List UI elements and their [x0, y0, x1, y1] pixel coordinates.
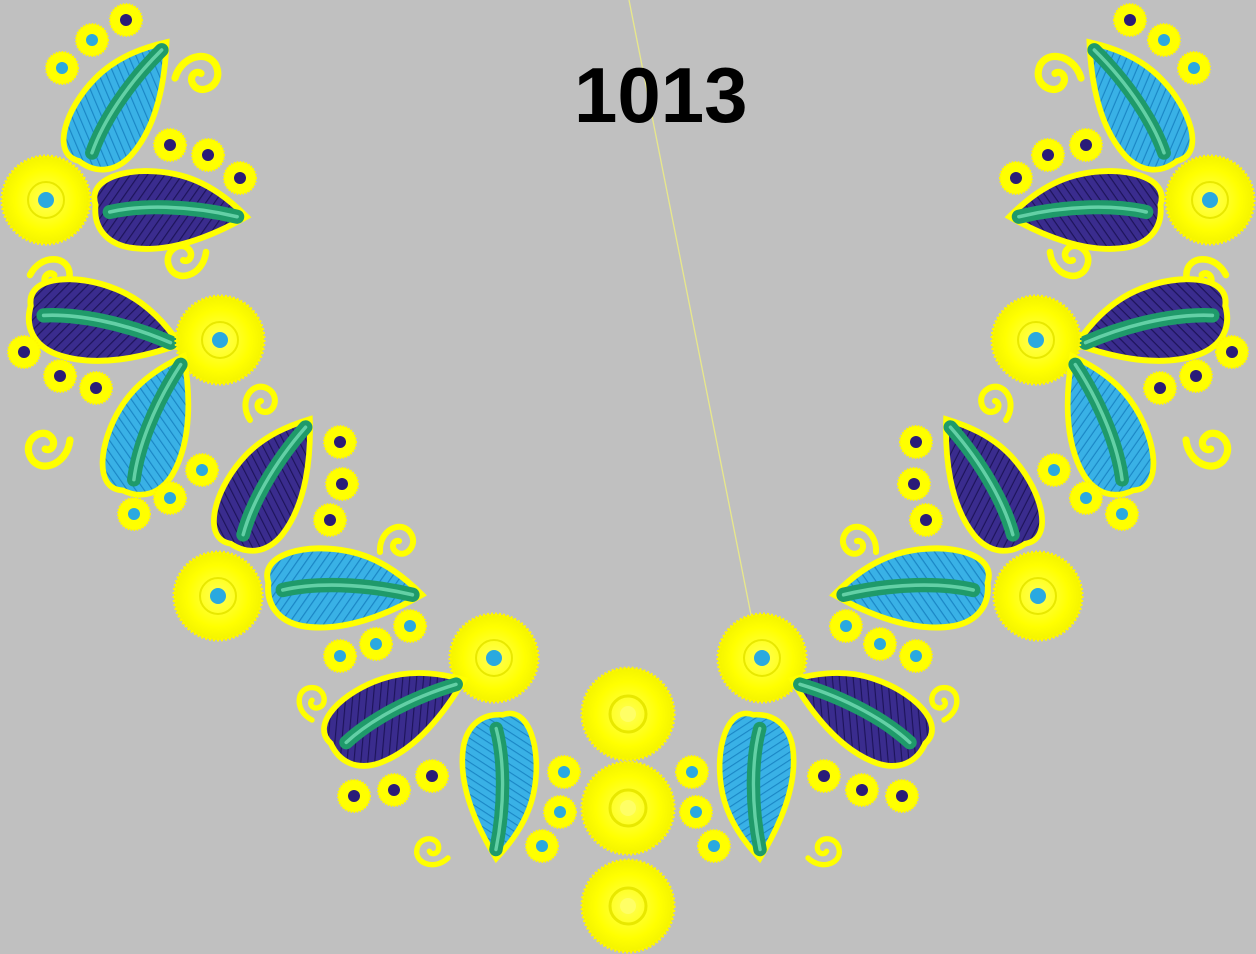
small-dot-motif — [845, 773, 879, 807]
guide-line — [628, 0, 757, 641]
small-dot-motif — [1069, 128, 1103, 162]
swirl-motif — [804, 835, 843, 870]
small-dot-motif — [1069, 481, 1103, 515]
swirl-motif — [1036, 54, 1084, 94]
small-dot-motif — [1179, 359, 1213, 393]
design-number-label: 1013 — [574, 51, 748, 139]
small-dot-motif — [999, 161, 1033, 195]
small-dot-motif — [323, 639, 357, 673]
yellow-flower-motif — [448, 612, 540, 704]
swirl-motif — [238, 382, 280, 427]
swirl-motif — [24, 425, 76, 471]
yellow-flower-motif — [580, 760, 676, 856]
swirl-motif — [932, 688, 957, 720]
paisley-motif — [918, 398, 1055, 565]
small-dot-motif — [1177, 51, 1211, 85]
paisley-motif — [716, 713, 795, 860]
small-dot-motif — [43, 359, 77, 393]
yellow-flower-motif — [172, 550, 264, 642]
small-dot-motif — [153, 481, 187, 515]
yellow-flower-motif — [580, 858, 676, 954]
paisley-motif — [1068, 272, 1234, 377]
small-dot-motif — [117, 497, 151, 531]
small-dot-motif — [543, 795, 577, 829]
small-dot-motif — [1147, 23, 1181, 57]
small-dot-motif — [697, 829, 731, 863]
small-dot-motif — [1031, 138, 1065, 172]
right-half-pattern — [675, 3, 1256, 870]
small-dot-motif — [325, 467, 359, 501]
small-dot-motif — [45, 51, 79, 85]
small-dot-motif — [1105, 497, 1139, 531]
swirl-motif — [976, 382, 1018, 427]
small-dot-motif — [7, 335, 41, 369]
small-dot-motif — [679, 795, 713, 829]
small-dot-motif — [185, 453, 219, 487]
swirl-motif — [299, 688, 324, 720]
left-half-pattern — [0, 3, 581, 870]
yellow-flower-motif — [992, 550, 1084, 642]
small-dot-motif — [909, 503, 943, 537]
small-dot-motif — [359, 627, 393, 661]
small-dot-motif — [79, 371, 113, 405]
small-dot-motif — [899, 425, 933, 459]
small-dot-motif — [899, 639, 933, 673]
swirl-motif — [838, 522, 883, 564]
small-dot-motif — [863, 627, 897, 661]
small-dot-motif — [313, 503, 347, 537]
yellow-flower-motif — [174, 294, 266, 386]
small-dot-motif — [109, 3, 143, 37]
small-dot-motif — [393, 609, 427, 643]
small-dot-motif — [75, 23, 109, 57]
small-dot-motif — [885, 779, 919, 813]
yellow-flower-motif — [716, 612, 808, 704]
swirl-motif — [413, 835, 452, 870]
yellow-flower-motif — [1164, 154, 1256, 246]
swirl-motif — [1180, 425, 1232, 471]
small-dot-motif — [1037, 453, 1071, 487]
small-dot-motif — [153, 128, 187, 162]
small-dot-motif — [525, 829, 559, 863]
paisley-motif — [22, 272, 188, 377]
small-dot-motif — [337, 779, 371, 813]
small-dot-motif — [1143, 371, 1177, 405]
yellow-flower-motif — [580, 666, 676, 762]
yellow-flower-motif — [990, 294, 1082, 386]
yellow-flower-motif — [0, 154, 92, 246]
center-flower-column — [580, 666, 676, 954]
small-dot-motif — [1113, 3, 1147, 37]
small-dot-motif — [415, 759, 449, 793]
small-dot-motif — [675, 755, 709, 789]
small-dot-motif — [547, 755, 581, 789]
small-dot-motif — [807, 759, 841, 793]
swirl-motif — [172, 54, 220, 94]
small-dot-motif — [323, 425, 357, 459]
small-dot-motif — [377, 773, 411, 807]
small-dot-motif — [829, 609, 863, 643]
small-dot-motif — [223, 161, 257, 195]
small-dot-motif — [1215, 335, 1249, 369]
swirl-motif — [373, 522, 418, 564]
paisley-motif — [461, 713, 540, 860]
small-dot-motif — [897, 467, 931, 501]
small-dot-motif — [191, 138, 225, 172]
paisley-motif — [201, 398, 338, 565]
